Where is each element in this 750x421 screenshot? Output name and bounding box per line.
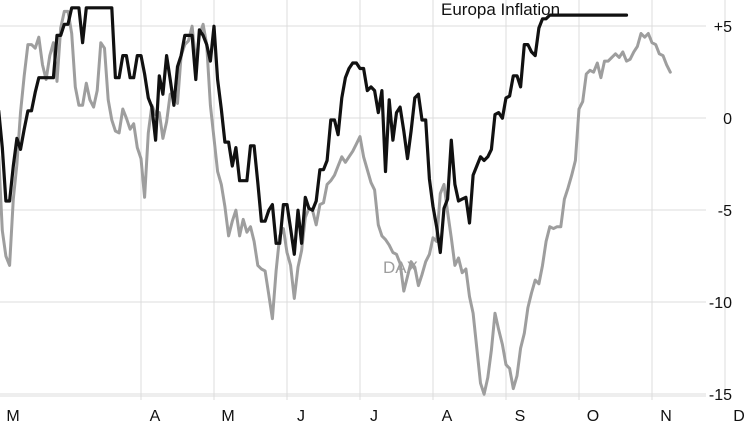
- y-tick-label: 0: [723, 111, 732, 128]
- y-tick-label: -15: [709, 387, 732, 404]
- x-tick-label: M: [221, 408, 234, 421]
- x-tick-label: A: [442, 408, 453, 421]
- x-tick-label: S: [515, 408, 526, 421]
- x-tick-label: A: [150, 408, 161, 421]
- series-line-dax: [0, 9, 672, 396]
- gridlines: [0, 0, 726, 400]
- x-tick-label: J: [297, 408, 305, 421]
- x-tick-label: D: [733, 408, 745, 421]
- x-tick-label: J: [370, 408, 378, 421]
- series-labels: Europa Inflation DAX: [383, 0, 560, 277]
- x-tick-label: N: [660, 408, 672, 421]
- y-tick-label: +5: [714, 19, 732, 36]
- x-tick-label: M: [6, 408, 19, 421]
- series-line-europa-inflation: [0, 6, 629, 256]
- y-tick-label: -10: [709, 295, 732, 312]
- series-label-europa-inflation: Europa Inflation: [441, 0, 560, 19]
- series-lines: [0, 6, 672, 396]
- y-tick-label: -5: [718, 203, 732, 220]
- x-tick-label: O: [587, 408, 599, 421]
- y-axis-ticks: +5 0 -5 -10 -15: [709, 19, 732, 404]
- series-label-dax: DAX: [383, 258, 418, 277]
